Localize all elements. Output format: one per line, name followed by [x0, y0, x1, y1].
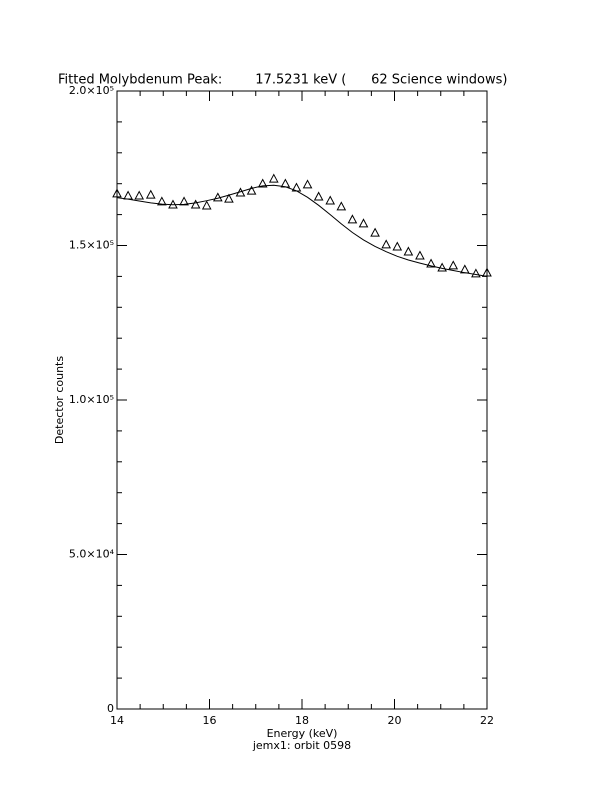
- subtitle: jemx1: orbit 0598: [252, 739, 351, 752]
- data-point: [336, 201, 347, 211]
- data-point: [179, 196, 189, 206]
- data-point: [415, 250, 425, 260]
- fit-line: [116, 184, 488, 277]
- data-point: [224, 193, 234, 203]
- data-point: [437, 262, 447, 272]
- x-tick-label: 16: [203, 714, 217, 727]
- data-point: [370, 227, 380, 237]
- chart-title: Fitted Molybdenum Peak: 17.5231 keV ( 62…: [58, 73, 508, 88]
- y-axis-label: Detector counts: [53, 356, 66, 444]
- data-point: [268, 173, 279, 183]
- data-point: [201, 200, 212, 210]
- data-point: [280, 178, 291, 188]
- x-tick-label: 22: [480, 714, 494, 727]
- x-axis-label: Energy (keV): [267, 727, 338, 740]
- x-tick-label: 18: [295, 714, 309, 727]
- data-point: [257, 178, 268, 188]
- data-point: [358, 218, 369, 228]
- data-point: [112, 188, 122, 198]
- data-point: [246, 185, 257, 195]
- data-point: [157, 196, 167, 206]
- data-point: [392, 241, 403, 251]
- y-tick-label: 1.0×10⁵: [69, 393, 114, 406]
- data-point: [325, 195, 336, 205]
- y-tick-label: 1.5×10⁵: [69, 239, 114, 252]
- data-point: [123, 190, 133, 200]
- y-tick-label: 2.0×10⁵: [69, 84, 114, 97]
- y-tick-label: 0: [107, 702, 114, 715]
- data-point: [134, 190, 145, 200]
- data-point: [313, 191, 324, 201]
- data-point: [190, 199, 201, 209]
- data-point: [347, 214, 358, 224]
- data-point: [426, 258, 436, 268]
- data-point: [403, 246, 414, 256]
- plot-frame: [116, 90, 488, 710]
- data-point: [145, 189, 156, 199]
- y-tick-label: 5.0×10⁴: [69, 548, 115, 561]
- data-point: [471, 268, 481, 278]
- x-tick-label: 14: [110, 714, 124, 727]
- data-point: [302, 179, 313, 189]
- data-point: [448, 260, 459, 270]
- x-tick-label: 20: [388, 714, 402, 727]
- data-point: [381, 239, 392, 249]
